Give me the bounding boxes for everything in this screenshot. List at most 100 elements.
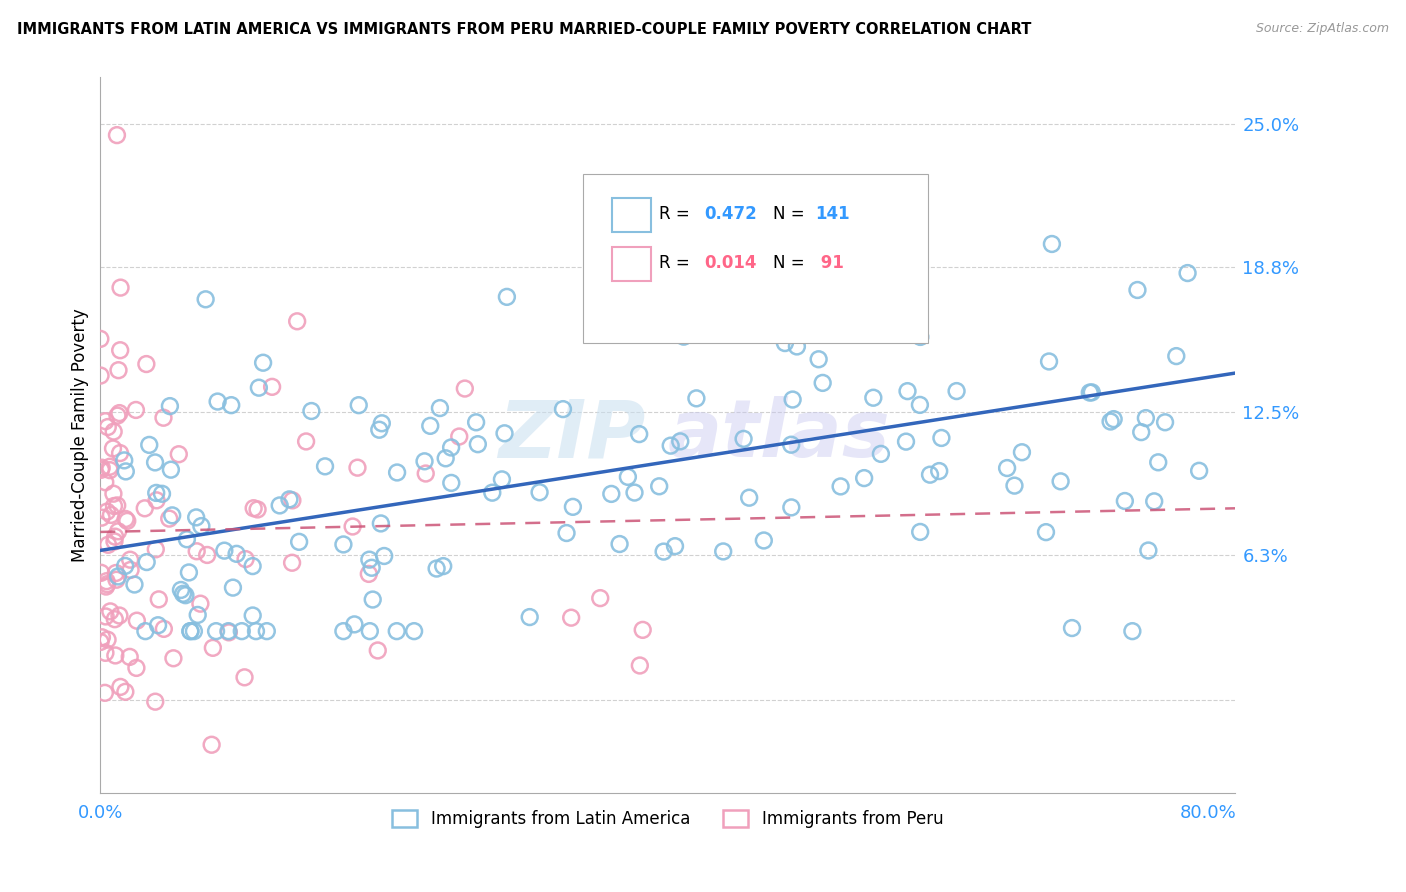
Point xyxy=(659,439,682,453)
Point xyxy=(107,363,129,377)
Point xyxy=(440,441,463,455)
Point xyxy=(623,485,645,500)
Point xyxy=(104,566,127,580)
Point xyxy=(551,402,574,417)
Point xyxy=(201,640,224,655)
Point xyxy=(98,459,121,474)
Point xyxy=(148,592,170,607)
Point xyxy=(413,454,436,468)
Point xyxy=(1135,411,1157,425)
Point xyxy=(143,455,166,469)
Point xyxy=(669,434,692,449)
Point xyxy=(135,555,157,569)
Point xyxy=(214,543,236,558)
Point xyxy=(1081,385,1104,400)
Point xyxy=(285,314,308,328)
Point xyxy=(908,524,931,539)
Point xyxy=(160,463,183,477)
Point xyxy=(186,510,208,524)
Point xyxy=(862,391,884,405)
Point xyxy=(174,588,197,602)
Point xyxy=(440,475,463,490)
Point xyxy=(1049,475,1071,489)
Point xyxy=(218,625,240,640)
Point xyxy=(104,530,127,544)
Point xyxy=(103,425,125,439)
Point xyxy=(150,487,173,501)
Point xyxy=(1011,445,1033,459)
Point xyxy=(190,597,212,611)
Point xyxy=(125,661,148,675)
Point xyxy=(529,485,551,500)
Text: N =: N = xyxy=(773,254,810,272)
Point xyxy=(110,280,132,294)
Point xyxy=(269,499,291,513)
Point xyxy=(242,501,264,516)
Point xyxy=(107,524,129,539)
Point xyxy=(772,320,794,334)
Point xyxy=(1126,283,1149,297)
Point xyxy=(811,376,834,390)
Point xyxy=(167,447,190,461)
Point xyxy=(773,336,796,351)
Text: R =: R = xyxy=(659,254,696,272)
Point xyxy=(94,475,117,490)
Point xyxy=(114,685,136,699)
Point xyxy=(560,610,582,624)
Point xyxy=(415,467,437,481)
Point xyxy=(1114,494,1136,508)
Point xyxy=(222,581,245,595)
Point xyxy=(90,635,112,649)
Point xyxy=(465,415,488,429)
Point xyxy=(332,624,354,639)
Point xyxy=(225,547,247,561)
Point xyxy=(385,466,408,480)
Point xyxy=(449,429,471,443)
Point xyxy=(631,623,654,637)
Point xyxy=(1154,415,1177,429)
Point xyxy=(89,332,111,346)
Point xyxy=(162,651,184,665)
Point xyxy=(90,463,112,477)
Point xyxy=(519,610,541,624)
Point xyxy=(112,453,135,467)
Point xyxy=(367,643,389,657)
Point xyxy=(90,368,112,383)
Point xyxy=(780,438,803,452)
Point xyxy=(152,410,174,425)
Point xyxy=(233,670,256,684)
Point xyxy=(281,493,304,508)
Point xyxy=(342,519,364,533)
Point xyxy=(90,630,112,644)
Point xyxy=(134,624,156,639)
Point xyxy=(853,471,876,485)
Point xyxy=(652,544,675,558)
Legend: Immigrants from Latin America, Immigrants from Peru: Immigrants from Latin America, Immigrant… xyxy=(385,803,950,834)
Point xyxy=(186,544,208,558)
Point xyxy=(648,479,671,493)
Point xyxy=(97,420,120,434)
Point xyxy=(359,624,381,639)
Point xyxy=(177,566,200,580)
Point xyxy=(419,418,441,433)
Point xyxy=(494,426,516,441)
Point xyxy=(589,591,612,606)
Point xyxy=(207,394,229,409)
Text: 91: 91 xyxy=(815,254,845,272)
Point xyxy=(896,384,918,399)
Point xyxy=(104,612,127,626)
Y-axis label: Married-Couple Family Poverty: Married-Couple Family Poverty xyxy=(72,308,89,562)
Point xyxy=(600,487,623,501)
Point xyxy=(361,592,384,607)
Text: R =: R = xyxy=(659,205,696,223)
Point xyxy=(256,624,278,639)
Text: 0.014: 0.014 xyxy=(704,254,756,272)
Text: Source: ZipAtlas.com: Source: ZipAtlas.com xyxy=(1256,22,1389,36)
Point xyxy=(94,414,117,428)
Point xyxy=(371,417,394,431)
Point xyxy=(114,464,136,478)
Text: atlas: atlas xyxy=(668,396,890,474)
Point xyxy=(491,472,513,486)
Point xyxy=(1040,237,1063,252)
Point xyxy=(332,537,354,551)
